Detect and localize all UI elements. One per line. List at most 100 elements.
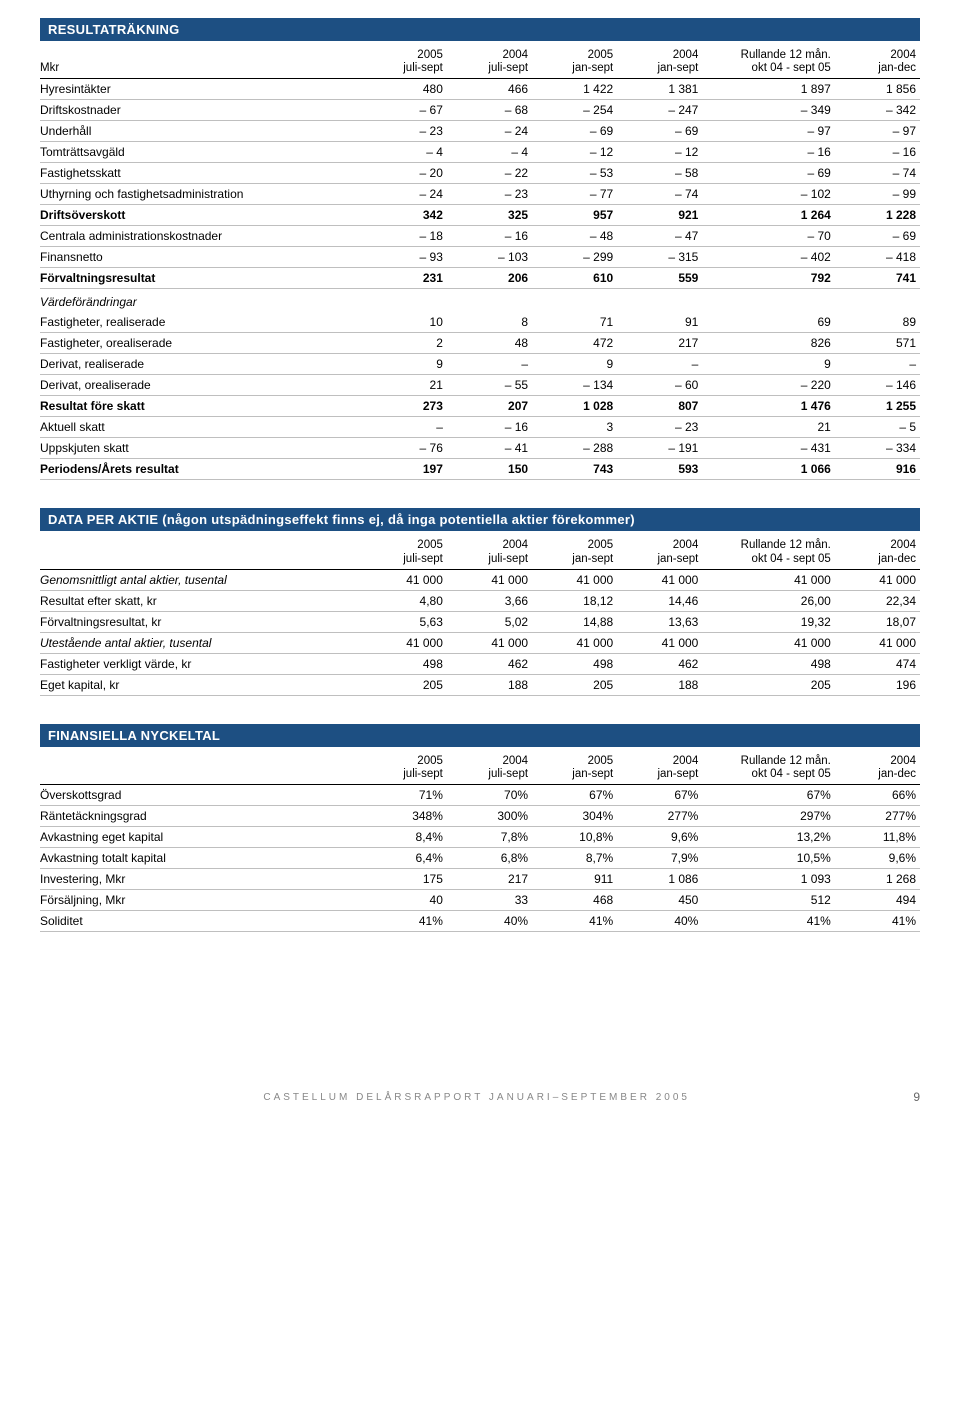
period-header: Rullande 12 mån. [702,531,834,552]
row-value [617,289,702,313]
row-value: 1 066 [702,459,834,480]
financial-table: 2005200420052004Rullande 12 mån.2004juli… [40,747,920,932]
section-header: RESULTATRÄKNING [40,18,920,41]
row-value: 41 000 [702,632,834,653]
period-header: 2005 [362,41,447,62]
row-value: 41 000 [835,569,920,590]
row-value: – 23 [362,121,447,142]
row-value: 41 000 [617,569,702,590]
row-value: – 69 [702,163,834,184]
row-label: Avkastning eget kapital [40,827,362,848]
row-label: Förvaltningsresultat, kr [40,611,362,632]
row-value [362,289,447,313]
period-header: jan-dec [835,62,920,79]
row-label: Fastighetsskatt [40,163,362,184]
row-value: 41 000 [447,632,532,653]
row-value: – 402 [702,247,834,268]
row-value: 40% [447,911,532,932]
row-value: 1 856 [835,79,920,100]
row-label: Värdeförändringar [40,289,362,313]
row-label: Avkastning totalt kapital [40,848,362,869]
row-value: – 97 [835,121,920,142]
row-value: 2 [362,333,447,354]
period-header: jan-sept [532,62,617,79]
table-row: Hyresintäkter4804661 4221 3811 8971 856 [40,79,920,100]
row-value: 5,63 [362,611,447,632]
period-header: jan-sept [617,768,702,785]
row-value: – 342 [835,100,920,121]
row-value: – 67 [362,100,447,121]
period-header: 2004 [835,531,920,552]
row-value: – 146 [835,375,920,396]
table-row: Derivat, realiserade9–9–9– [40,354,920,375]
row-label: Uthyrning och fastighetsadministration [40,184,362,205]
row-value: 450 [617,890,702,911]
row-value: 41 000 [617,632,702,653]
row-value: – 48 [532,226,617,247]
row-value: 325 [447,205,532,226]
row-value [702,289,834,313]
table-row: Derivat, orealiserade21– 55– 134– 60– 22… [40,375,920,396]
row-value: – 60 [617,375,702,396]
row-value: – 4 [447,142,532,163]
row-value: – 77 [532,184,617,205]
table-row: Avkastning eget kapital8,4%7,8%10,8%9,6%… [40,827,920,848]
period-header: juli-sept [447,62,532,79]
row-value: 14,88 [532,611,617,632]
row-value: 41% [532,911,617,932]
row-value: – 220 [702,375,834,396]
row-value: 792 [702,268,834,289]
row-value: 9,6% [617,827,702,848]
table-row: Driftskostnader– 67– 68– 254– 247– 349– … [40,100,920,121]
row-value: 304% [532,806,617,827]
row-value: 498 [532,653,617,674]
row-value: 40% [617,911,702,932]
row-value: 593 [617,459,702,480]
row-value: 41 000 [532,632,617,653]
row-value: – 24 [362,184,447,205]
row-label: Driftsöverskott [40,205,362,226]
row-label: Fastigheter, realiserade [40,312,362,333]
row-label: Derivat, orealiserade [40,375,362,396]
period-header: Rullande 12 mån. [702,41,834,62]
table-row: Resultat efter skatt, kr4,803,6618,1214,… [40,590,920,611]
row-value: 217 [447,869,532,890]
table-row: Överskottsgrad71%70%67%67%67%66% [40,785,920,806]
table-row: Förvaltningsresultat, kr5,635,0214,8813,… [40,611,920,632]
row-value: 7,8% [447,827,532,848]
period-header: 2005 [532,747,617,768]
row-value: – 315 [617,247,702,268]
table-row: Fastighetsskatt– 20– 22– 53– 58– 69– 74 [40,163,920,184]
period-header: 2005 [532,531,617,552]
row-value: 7,9% [617,848,702,869]
row-value: 10 [362,312,447,333]
row-value: – 24 [447,121,532,142]
row-value: – 76 [362,438,447,459]
row-value: – 102 [702,184,834,205]
period-header: okt 04 - sept 05 [702,768,834,785]
table-row: Centrala administrationskostnader– 18– 1… [40,226,920,247]
row-value: 26,00 [702,590,834,611]
row-value: 472 [532,333,617,354]
row-value: 89 [835,312,920,333]
table-row: Investering, Mkr1752179111 0861 0931 268 [40,869,920,890]
row-value: 5,02 [447,611,532,632]
period-header: juli-sept [362,553,447,570]
row-value: 41 000 [702,569,834,590]
row-value [835,289,920,313]
row-label: Hyresintäkter [40,79,362,100]
page-number: 9 [913,1090,920,1104]
row-value: 21 [702,417,834,438]
row-value: – 68 [447,100,532,121]
period-header: 2004 [617,41,702,62]
row-value: – 69 [617,121,702,142]
row-value: – 431 [702,438,834,459]
row-value: 474 [835,653,920,674]
row-value: 41% [702,911,834,932]
row-value: 41 000 [362,632,447,653]
table-row: Försäljning, Mkr4033468450512494 [40,890,920,911]
row-label: Periodens/Årets resultat [40,459,362,480]
row-label: Försäljning, Mkr [40,890,362,911]
table-row: Uppskjuten skatt– 76– 41– 288– 191– 431–… [40,438,920,459]
row-label: Uppskjuten skatt [40,438,362,459]
